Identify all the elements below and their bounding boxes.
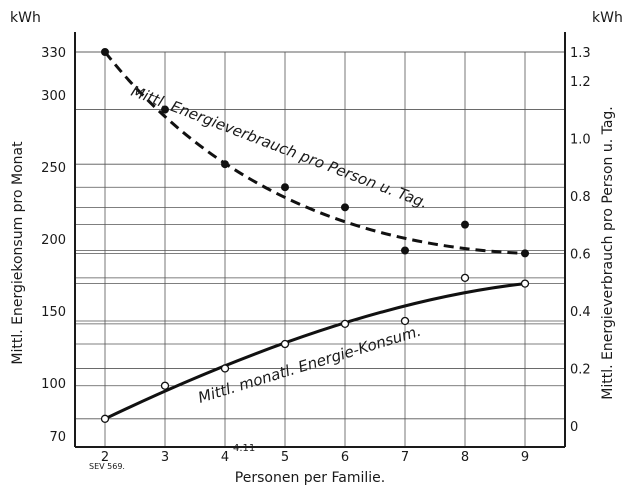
left-tick-label: 300 xyxy=(41,89,66,104)
x-axis-title: Personen per Familie. xyxy=(235,470,385,486)
data-point-per-person xyxy=(101,48,109,56)
right-tick-labels: 1.3 1.2 1.0 0.8 0.6 0.4 0.2 0 xyxy=(570,46,591,435)
right-tick-label: 1.0 xyxy=(570,132,591,147)
data-point-per-person xyxy=(401,246,409,255)
data-point-per-person xyxy=(221,160,229,169)
left-tick-label: 150 xyxy=(41,305,66,320)
left-tick-label: 70 xyxy=(49,430,66,445)
data-point-monthly xyxy=(520,279,530,288)
x-tick-labels: 2 3 4 5 6 7 8 9 xyxy=(101,450,529,465)
grid-lines xyxy=(75,51,565,447)
x-tick-label: 2 xyxy=(101,450,109,465)
right-tick-label: 0.4 xyxy=(570,305,591,320)
right-tick-label: 0.8 xyxy=(570,190,591,205)
series-layer xyxy=(100,48,530,423)
data-point-monthly xyxy=(460,273,470,282)
left-tick-labels: 330 300 250 200 150 100 70 xyxy=(41,46,66,445)
left-axis-title: Mittl. Energiekonsum pro Monat xyxy=(10,141,26,365)
data-point-per-person xyxy=(461,220,469,229)
left-tick-label: 250 xyxy=(41,161,66,176)
left-tick-label: 100 xyxy=(41,377,66,392)
data-point-monthly xyxy=(340,319,350,329)
right-unit-label: kWh xyxy=(592,10,623,26)
x-annotation: 4.11 xyxy=(233,443,255,454)
source-mark: SEV 569. xyxy=(89,462,125,471)
x-tick-label: 8 xyxy=(461,450,469,465)
axes xyxy=(74,32,566,448)
data-point-per-person xyxy=(341,203,349,212)
data-point-monthly xyxy=(400,316,410,326)
x-tick-label: 3 xyxy=(161,450,169,465)
x-tick-label: 4 xyxy=(221,450,229,465)
x-tick-label: 7 xyxy=(401,450,409,465)
series-label-per-person: Mittl. Energieverbrauch pro Person u. Ta… xyxy=(129,82,431,212)
right-tick-label: 1.2 xyxy=(570,75,591,90)
data-point-monthly xyxy=(100,414,110,423)
series-line-monthly xyxy=(104,282,526,421)
data-point-monthly xyxy=(220,364,230,373)
left-tick-label: 330 xyxy=(41,46,66,61)
right-axis-title: Mittl. Energieverbrauch pro Person u. Ta… xyxy=(600,106,616,400)
left-unit-label: kWh xyxy=(10,10,41,26)
data-point-monthly xyxy=(280,339,290,349)
data-point-monthly xyxy=(160,381,170,390)
right-tick-label: 0.2 xyxy=(570,362,591,377)
right-tick-label: 1.3 xyxy=(570,46,591,61)
right-tick-label: 0.6 xyxy=(570,247,591,262)
x-tick-label: 5 xyxy=(281,450,289,465)
x-tick-label: 6 xyxy=(341,450,349,465)
left-tick-label: 200 xyxy=(41,233,66,248)
data-point-per-person xyxy=(281,183,289,192)
right-tick-label: 0 xyxy=(570,420,578,435)
data-point-per-person xyxy=(521,249,529,258)
data-point-per-person xyxy=(161,105,169,114)
series-line-per-person xyxy=(103,51,526,255)
x-tick-label: 9 xyxy=(521,450,529,465)
